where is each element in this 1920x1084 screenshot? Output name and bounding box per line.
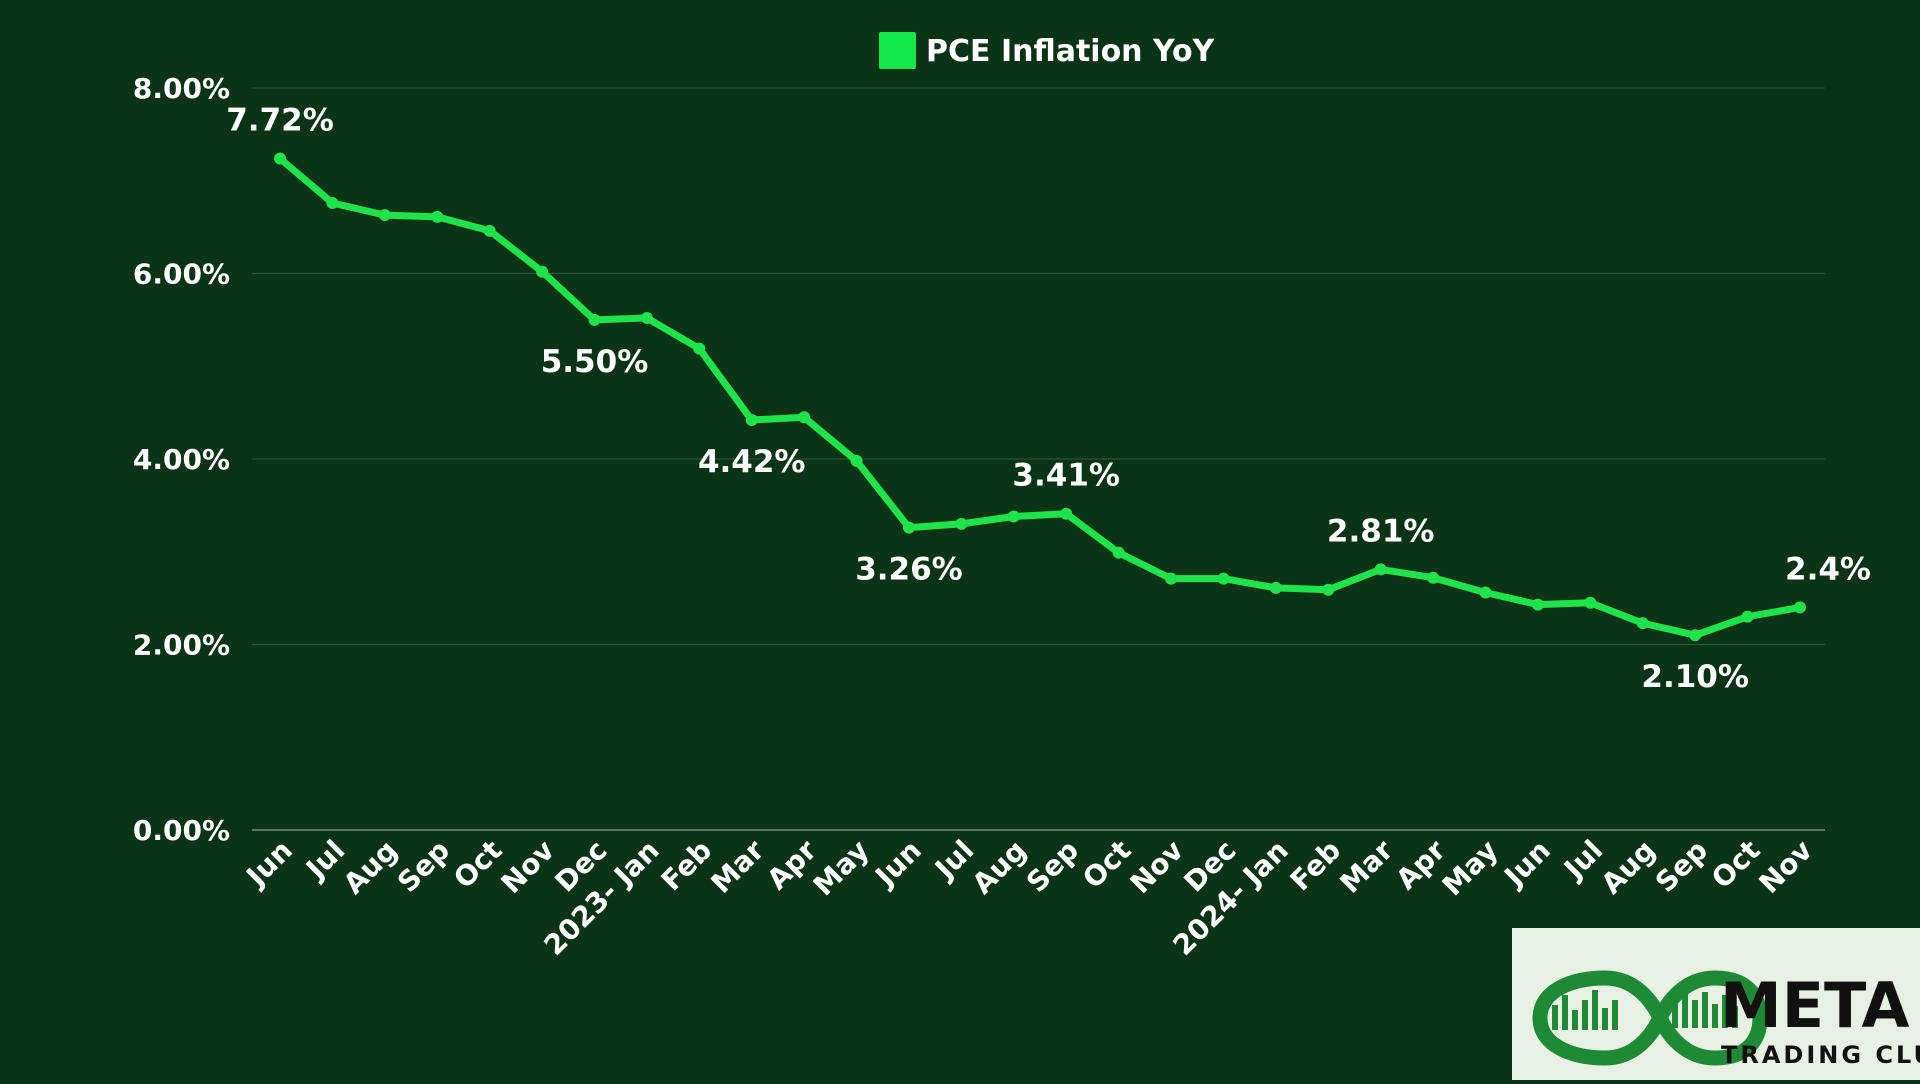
data-point [483,224,496,237]
data-point [1217,572,1230,585]
x-tick-label: Jun [1497,834,1557,894]
x-tick-label: Aug [337,834,404,901]
data-point [1689,629,1702,642]
data-point [1636,617,1649,630]
data-point [1269,581,1282,594]
x-tick-label: Oct [447,834,508,895]
x-tick-label: Mar [705,833,771,899]
data-point [1741,610,1754,623]
meta-trading-club-logo: META TRADING CLUB [1512,928,1920,1080]
y-tick-label: 4.00% [133,443,230,476]
data-point [745,414,758,427]
data-point [902,521,915,534]
data-point [1794,601,1806,614]
data-label: 3.26% [855,552,963,588]
y-tick-label: 0.00% [133,814,230,847]
data-point [1112,546,1125,559]
data-point [326,197,339,210]
data-point [1165,572,1178,585]
x-tick-label: May [807,834,876,903]
x-tick-label: Mar [1333,833,1399,899]
legend: PCE Inflation YoY [879,32,1216,69]
data-label: 3.41% [1012,458,1120,494]
data-label: 7.72% [226,102,334,138]
x-tick-label: Nov [495,834,561,900]
data-point [1531,598,1544,611]
x-tick-label: Sep [1649,834,1714,899]
data-point [850,454,863,467]
data-point [536,265,549,278]
series-pce-inflation [274,152,1806,642]
x-tick-label: Nov [1124,834,1190,900]
x-tick-label: Nov [1753,834,1819,900]
x-tick-label: Feb [1284,834,1348,898]
data-point [798,411,811,424]
data-point [693,342,706,355]
data-label: 2.4% [1785,551,1871,587]
data-label: 2.81% [1327,513,1435,549]
logo-sub-text: TRADING CLUB [1721,1041,1920,1069]
y-tick-label: 6.00% [133,258,230,291]
x-tick-label: Jun [868,834,928,894]
x-tick-label: May [1436,834,1505,903]
x-tick-label: Jun [239,834,299,894]
data-point [640,312,653,325]
data-point [1007,510,1020,523]
y-axis-tick-labels: 0.00% 2.00% 4.00% 6.00% 8.00% [133,72,230,847]
legend-swatch [879,32,916,69]
gridlines [252,87,1825,831]
data-point [1322,583,1335,596]
x-tick-label: Aug [966,834,1033,901]
data-point [274,152,286,165]
data-point [1479,586,1492,599]
data-label: 5.50% [541,344,649,380]
data-point [1374,563,1387,576]
data-point [378,209,391,222]
data-point [1427,571,1440,584]
y-tick-label: 2.00% [133,629,230,662]
y-tick-label: 8.00% [133,72,230,105]
legend-label: PCE Inflation YoY [926,34,1216,69]
data-point [955,517,968,530]
x-tick-label: Sep [1020,834,1085,899]
data-point [588,313,601,326]
data-point [1584,596,1597,609]
x-tick-label: Aug [1595,834,1662,901]
logo-brand-text: META [1720,969,1910,1042]
x-tick-label: Sep [391,834,456,899]
infinity-bars-icon [1532,970,1768,1066]
series-line [276,155,1804,639]
x-tick-label: Oct [1705,834,1766,895]
data-label: 4.42% [698,444,806,480]
x-tick-label: Oct [1076,834,1137,895]
data-labels: 7.72% 5.50% 4.42% 3.26% 3.41% 2.81% 2.10% 2.4% [226,102,1871,695]
x-tick-label: Feb [655,834,719,898]
data-label: 2.10% [1641,659,1749,695]
data-point [431,210,444,223]
data-point [1060,507,1073,520]
